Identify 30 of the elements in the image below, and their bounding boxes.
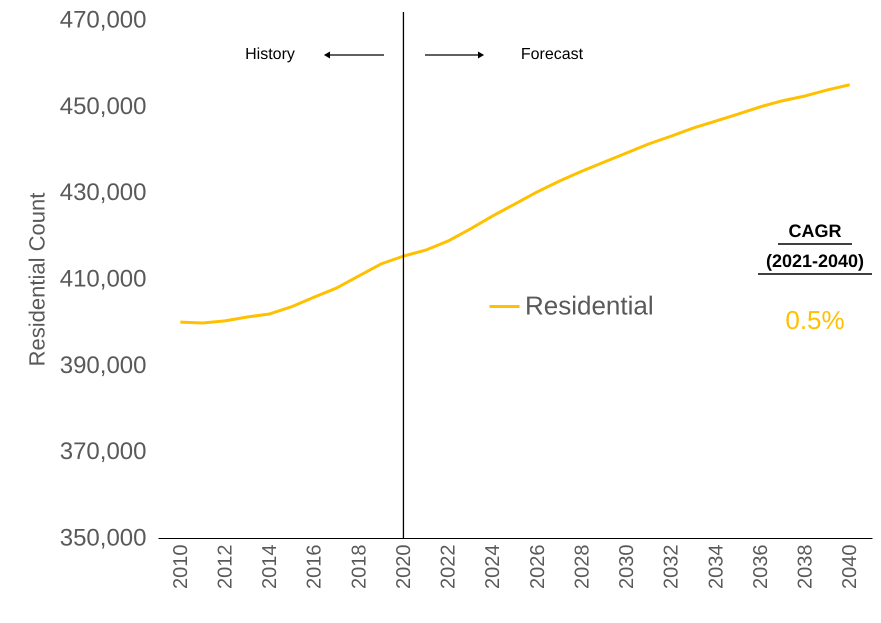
y-axis-title: Residential Count xyxy=(24,192,50,366)
x-tick-label: 2034 xyxy=(705,544,728,589)
x-tick-label: 2026 xyxy=(526,544,549,589)
x-tick-label: 2014 xyxy=(259,544,282,589)
x-tick-label: 2036 xyxy=(750,544,772,589)
x-tick-label: 2022 xyxy=(438,544,460,589)
y-tick-label: 430,000 xyxy=(60,179,146,206)
y-tick-label: 390,000 xyxy=(60,352,146,379)
x-tick-label: 2020 xyxy=(392,544,415,589)
y-tick-label: 410,000 xyxy=(60,266,146,292)
annotation: CAGR xyxy=(788,221,842,241)
x-tick-label: 2030 xyxy=(616,544,638,589)
annotation: History xyxy=(245,46,295,63)
y-tick-label: 370,000 xyxy=(60,438,146,466)
annotation: 0.5% xyxy=(785,305,845,335)
y-tick-label: 350,000 xyxy=(60,524,146,552)
x-tick-label: 2010 xyxy=(170,544,192,589)
x-tick-label: 2028 xyxy=(571,544,594,589)
x-tick-label: 2016 xyxy=(304,544,326,589)
x-tick-label: 2024 xyxy=(482,544,504,589)
annotation: Forecast xyxy=(520,46,584,63)
y-tick-label: 470,000 xyxy=(60,6,146,34)
x-tick-label: 2032 xyxy=(660,544,683,589)
annotation: (2021-2040) xyxy=(766,251,864,271)
y-tick-label: 450,000 xyxy=(60,92,146,120)
x-tick-label: 2018 xyxy=(348,544,370,589)
x-tick-label: 2012 xyxy=(214,544,236,589)
x-tick-label: 2040 xyxy=(839,544,862,589)
legend-label: Residential xyxy=(525,290,654,320)
x-tick-label: 2038 xyxy=(794,544,817,589)
